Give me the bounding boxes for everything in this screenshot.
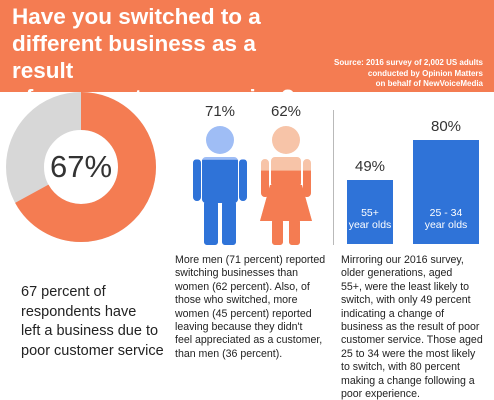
- donut-desc-line: respondents have: [21, 303, 137, 320]
- age-25-34-bar: [413, 140, 479, 244]
- age-label-line: 55+: [361, 207, 379, 219]
- age-label-line: 25 - 34: [429, 207, 463, 219]
- age-desc-line: older generations, aged: [341, 267, 453, 280]
- age-desc-line: switch, with only 49 percent: [341, 294, 471, 307]
- women-percent-label: 62%: [270, 103, 302, 120]
- donut-chart: [6, 92, 156, 242]
- gender-desc-line: switching businesses than: [175, 267, 299, 280]
- donut-value: 67%: [49, 149, 113, 184]
- age-description: Mirroring our 2016 survey, older generat…: [341, 254, 491, 400]
- age-desc-line: poor experience.: [341, 388, 420, 400]
- source-note: Source: 2016 survey of 2,002 US adults c…: [283, 58, 483, 90]
- donut-desc-line: poor customer service: [21, 342, 164, 359]
- title-line: different business as a result: [12, 31, 256, 83]
- age-label-line: year olds: [424, 219, 468, 231]
- age-desc-line: business as the result of poor: [341, 321, 480, 334]
- age-desc-line: 55+, were the least likely to: [341, 280, 470, 293]
- donut-switched-slice: [6, 92, 156, 242]
- gender-desc-line: feel appreciated as a customer,: [175, 334, 323, 347]
- age-desc-line: indicating a change of: [341, 307, 445, 320]
- age-desc-line: customer service. Those aged: [341, 334, 483, 347]
- title-line: Have you switched to a: [12, 4, 261, 29]
- donut-description: 67 percent of respondents have left a bu…: [21, 283, 201, 361]
- age-25-34-bar-label: 25 - 34 year olds: [413, 207, 479, 231]
- gender-desc-line: those who switched, more: [175, 294, 298, 307]
- female-fill-bar: [260, 170, 312, 245]
- men-percent-label: 71%: [204, 103, 236, 120]
- female-figure-icon: [260, 126, 312, 245]
- source-line: on behalf of NewVoiceMedia: [375, 79, 483, 88]
- source-line: Source: 2016 survey of 2,002 US adults: [334, 58, 483, 67]
- source-line: conducted by Opinion Matters: [367, 68, 483, 78]
- age-desc-line: Mirroring our 2016 survey,: [341, 254, 464, 266]
- header-banner: Have you switched to a different busines…: [0, 0, 494, 110]
- gender-desc-line: More men (71 percent) reported: [175, 254, 326, 266]
- age-25-34-percent-label: 80%: [430, 118, 462, 135]
- age-desc-line: to switch, with 80 percent: [341, 361, 460, 374]
- gender-desc-line: leaving because they didn't: [175, 321, 303, 334]
- male-fill-bar: [193, 159, 247, 245]
- age-label-line: year olds: [348, 219, 392, 231]
- donut-center-label: 67%: [6, 92, 156, 242]
- age-desc-line: 25 to 34 were the most likely: [341, 347, 476, 360]
- column-divider: [333, 110, 334, 245]
- gender-desc-line: women (45 percent) reported: [175, 307, 312, 320]
- age-55-percent-label: 49%: [354, 158, 386, 176]
- age-55-bar-label: 55+ year olds: [347, 207, 393, 231]
- gender-description: More men (71 percent) reported switching…: [175, 254, 333, 361]
- donut-desc-line: left a business due to: [21, 323, 159, 339]
- age-55-bar: [347, 180, 393, 244]
- gender-desc-line: than men (36 percent).: [175, 347, 283, 360]
- age-desc-line: making a change following a: [341, 374, 475, 387]
- donut-desc-line: 67 percent of: [21, 284, 106, 300]
- male-figure-icon: [193, 126, 247, 245]
- gender-desc-line: women (62 percent). Also, of: [175, 280, 310, 293]
